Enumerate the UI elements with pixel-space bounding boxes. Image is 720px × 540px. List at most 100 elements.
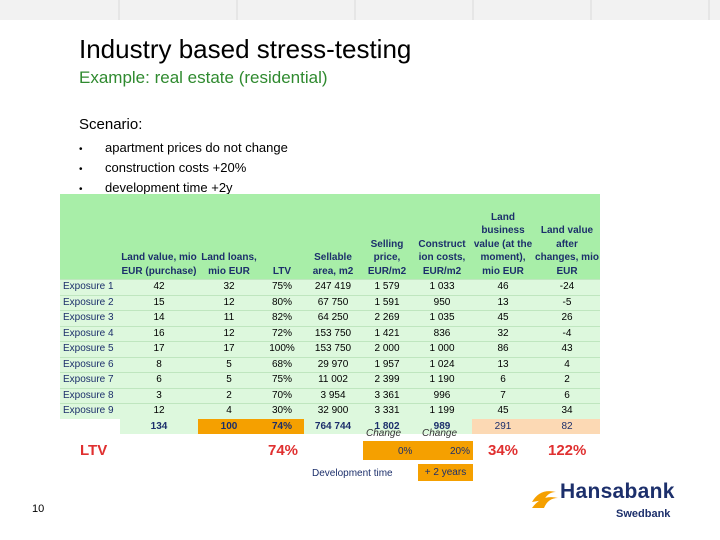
table-cell: 6 (472, 372, 534, 388)
top-decorative-strip (0, 0, 720, 20)
result-ltv-current: 34% (488, 442, 519, 459)
table-cell: 1 421 (362, 325, 412, 342)
table-cell: 1 957 (362, 356, 412, 373)
table-cell: 17 (120, 341, 198, 357)
table-cell: 3 331 (362, 403, 412, 419)
table-cell: 7 (472, 387, 534, 404)
exposure-name-cell: Exposure 5 (60, 341, 120, 357)
table-cell: 64 250 (304, 310, 362, 326)
table-cell: 82% (260, 310, 304, 326)
table-cell: 3 (120, 387, 198, 404)
total-cell: 764 744 (304, 418, 362, 434)
exposure-table: Land value, mio EUR (purchase) Land loan… (60, 194, 600, 434)
exposure-name-cell: Exposure 2 (60, 294, 120, 311)
table-cell: 32 (472, 325, 534, 342)
table-cell: 67 750 (304, 294, 362, 311)
change-bar (363, 441, 473, 460)
table-cell: 15 (120, 294, 198, 311)
table-cell: 34 (534, 403, 600, 419)
table-cell: 12 (198, 294, 260, 311)
scenario-bullet: • development time +2y (79, 178, 288, 198)
table-header-cell: Land business value (at the moment), mio… (472, 194, 534, 280)
table-cell: 13 (472, 356, 534, 373)
bullet-icon: • (79, 144, 83, 155)
table-header-cell: Land loans, mio EUR (198, 194, 260, 280)
total-cell (60, 418, 120, 434)
cost-change-value: 20% (450, 446, 471, 457)
table-body: Exposure 1 42 32 75% 247 419 1 579 1 033 46 -24 E… (60, 279, 600, 419)
table-cell: 247 419 (304, 279, 362, 295)
scenario-label: Scenario: (79, 116, 143, 133)
price-change-label: Change (366, 428, 402, 439)
table-header-cell: Land value, mio EUR (purchase) (120, 194, 198, 280)
table-cell: 1 035 (412, 310, 472, 326)
table-cell: 75% (260, 372, 304, 388)
table-row: Exposure 7 6 5 75% 11 002 2 399 1 190 6 2 (60, 372, 600, 388)
table-row: Exposure 3 14 11 82% 64 250 2 269 1 035 45 26 (60, 310, 600, 326)
table-cell: 16 (120, 325, 198, 342)
table-cell: 2 (534, 372, 600, 388)
table-cell: 2 000 (362, 341, 412, 357)
table-cell: 14 (120, 310, 198, 326)
table-cell: -4 (534, 325, 600, 342)
table-row: Exposure 2 15 12 80% 67 750 1 591 950 13 -5 (60, 294, 600, 311)
table-row: Exposure 9 12 4 30% 32 900 3 331 1 199 45 34 (60, 403, 600, 419)
page-number: 10 (32, 503, 45, 515)
table-cell: 3 954 (304, 387, 362, 404)
table-header-cell: LTV (260, 194, 304, 280)
table-cell: 6 (120, 372, 198, 388)
table-cell: 68% (260, 356, 304, 373)
hansabank-logo-icon (532, 491, 558, 508)
table-cell: 2 399 (362, 372, 412, 388)
scenario-bullet-list: • apartment prices do not change • constru… (79, 138, 288, 198)
table-cell: 1 199 (412, 403, 472, 419)
table-cell: 32 (198, 279, 260, 295)
total-cell: 134 (120, 418, 198, 434)
table-header-cell (60, 194, 120, 280)
slide-subtitle: Example: real estate (residential) (79, 68, 328, 87)
table-cell: 1 190 (412, 372, 472, 388)
table-cell: 12 (120, 403, 198, 419)
table-header-cell: Land value after changes, mio EUR (534, 194, 600, 280)
table-row: Exposure 1 42 32 75% 247 419 1 579 1 033 46 -24 (60, 279, 600, 295)
table-cell: 70% (260, 387, 304, 404)
slide-title: Industry based stress-testing (79, 34, 412, 64)
total-cell: 1 802 (362, 418, 412, 434)
table-cell: 45 (472, 403, 534, 419)
exposure-name-cell: Exposure 9 (60, 403, 120, 419)
table-header-row: Land value, mio EUR (purchase) Land loan… (60, 194, 600, 280)
result-ltv-after: 122% (548, 442, 587, 459)
bullet-icon: • (79, 184, 83, 195)
table-header-cell: Sellable area, m2 (304, 194, 362, 280)
table-cell: 836 (412, 325, 472, 342)
table-row: Exposure 5 17 17 100% 153 750 2 000 1 000 86 43 (60, 341, 600, 357)
table-cell: 8 (120, 356, 198, 373)
table-cell: 13 (472, 294, 534, 311)
exposure-name-cell: Exposure 6 (60, 356, 120, 373)
total-cell: 82 (534, 418, 600, 434)
table-row: Exposure 6 8 5 68% 29 970 1 957 1 024 13 4 (60, 356, 600, 373)
table-total-row: 134 100 74% 764 744 1 802 989 291 82 (60, 418, 600, 434)
total-cell: 100 (198, 418, 260, 434)
table-cell: 26 (534, 310, 600, 326)
table-cell: 1 000 (412, 341, 472, 357)
bullet-icon: • (79, 164, 83, 175)
table-cell: 11 002 (304, 372, 362, 388)
table-cell: 80% (260, 294, 304, 311)
ltv-label: LTV (80, 442, 108, 459)
parent-brand-name: Swedbank (616, 508, 671, 520)
table-cell: 1 579 (362, 279, 412, 295)
table-cell: 153 750 (304, 341, 362, 357)
exposure-name-cell: Exposure 3 (60, 310, 120, 326)
table-row: Exposure 8 3 2 70% 3 954 3 361 996 7 6 (60, 387, 600, 404)
table-cell: 1 033 (412, 279, 472, 295)
exposure-name-cell: Exposure 4 (60, 325, 120, 342)
table-cell: 153 750 (304, 325, 362, 342)
table-cell: 1 591 (362, 294, 412, 311)
table-cell: 30% (260, 403, 304, 419)
price-change-value: 0% (398, 446, 413, 457)
table-cell: 2 269 (362, 310, 412, 326)
table-cell: 950 (412, 294, 472, 311)
bullet-text: construction costs +20% (105, 160, 247, 175)
table-cell: -5 (534, 294, 600, 311)
